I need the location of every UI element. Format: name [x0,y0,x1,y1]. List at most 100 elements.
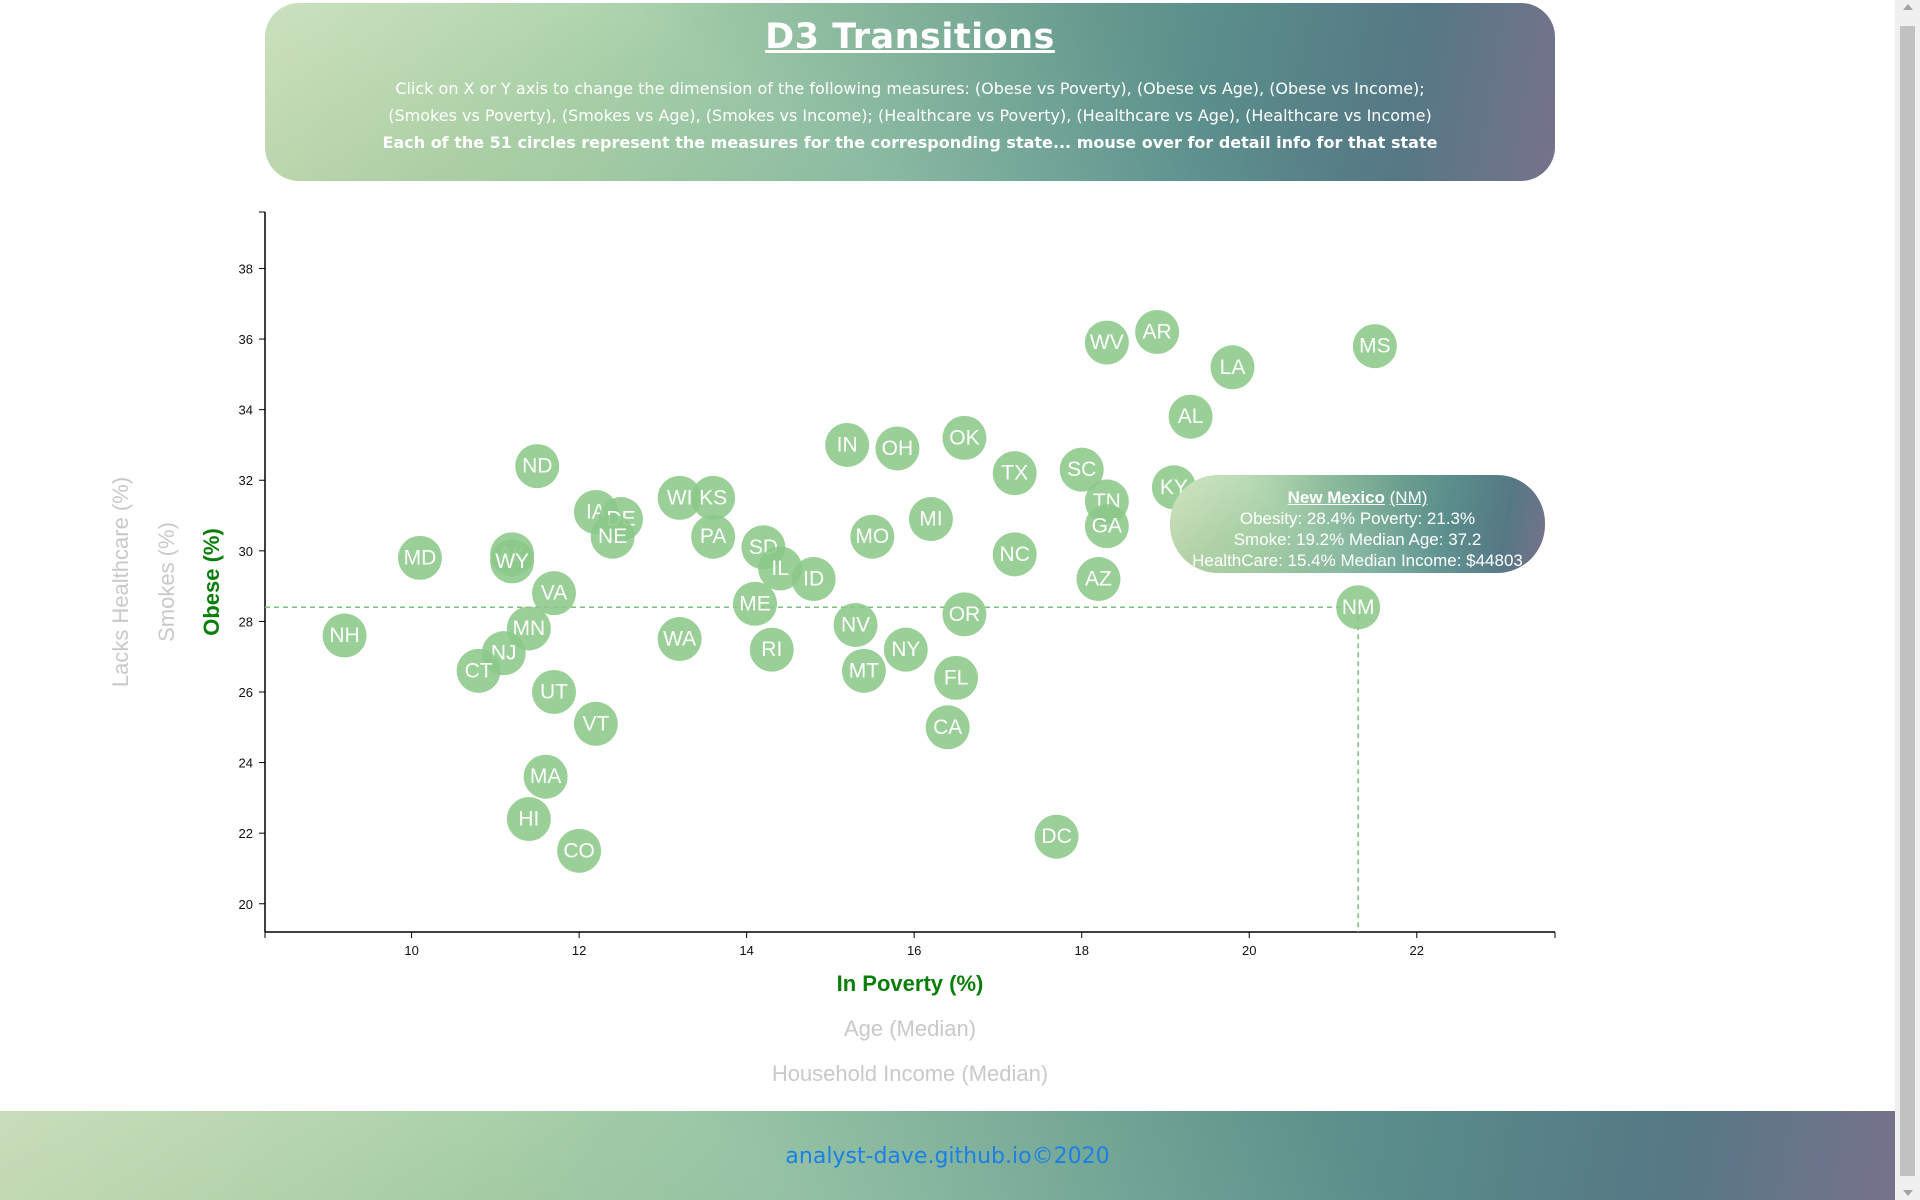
state-point[interactable]: TX [992,451,1037,496]
state-circle[interactable] [531,670,576,714]
state-circle[interactable] [925,705,970,750]
x-axis-label-option[interactable]: In Poverty (%) [837,971,984,996]
state-circle[interactable] [691,475,736,520]
state-circle[interactable] [515,444,560,489]
state-circle[interactable] [523,754,568,799]
state-circle[interactable] [942,415,987,460]
state-point[interactable]: KS [691,475,736,520]
state-circle[interactable] [557,828,602,873]
state-point[interactable]: HI [506,797,551,842]
state-circle[interactable] [749,627,794,672]
y-tick-label: 26 [239,685,253,700]
state-circle[interactable] [506,797,551,842]
footer-credit-link[interactable]: analyst-dave.github.io©2020 [785,1144,1110,1169]
state-point[interactable]: IL [758,546,803,591]
state-circle[interactable] [1168,394,1213,439]
state-point[interactable]: FL [934,655,979,700]
state-circle[interactable] [733,581,778,626]
state-circle[interactable] [657,475,702,520]
state-circle[interactable] [531,571,576,616]
state-point[interactable]: OK [942,415,987,460]
state-point[interactable]: ME [733,581,778,626]
state-circle[interactable] [1084,320,1129,365]
state-point[interactable]: NE [590,514,635,559]
state-point[interactable]: AR [1135,310,1180,354]
state-point[interactable]: ID [791,557,836,602]
state-circle[interactable] [1135,310,1180,354]
state-circle[interactable] [833,602,878,647]
state-point[interactable]: ND [515,444,560,489]
state-point[interactable]: AL [1168,394,1213,439]
state-circle[interactable] [934,655,979,700]
state-circle[interactable] [791,557,836,602]
state-circle[interactable] [1210,345,1255,390]
state-point[interactable]: MA [523,754,568,799]
state-label: OR [949,603,981,626]
state-circle[interactable] [825,422,870,467]
state-circle[interactable] [850,514,895,559]
state-point[interactable]: WI [657,475,702,520]
state-point[interactable]: NC [992,532,1037,577]
state-circle[interactable] [1352,324,1397,369]
state-circle[interactable] [992,532,1037,577]
state-point[interactable]: PA [691,514,736,559]
state-point[interactable]: NV [833,602,878,647]
state-circle[interactable] [456,648,501,693]
state-circle[interactable] [657,617,702,662]
state-circle[interactable] [573,701,618,746]
x-axis-label-option[interactable]: Household Income (Median) [772,1061,1048,1086]
state-circle[interactable] [1059,447,1104,492]
state-point[interactable]: LA [1210,345,1255,390]
state-point[interactable]: AZ [1076,557,1121,602]
state-circle[interactable] [322,613,367,658]
state-circle[interactable] [908,497,953,542]
state-point[interactable]: SC [1059,447,1104,492]
state-point[interactable]: VT [573,701,618,746]
state-point[interactable]: WY [490,539,535,584]
state-circle[interactable] [490,539,535,584]
state-circle[interactable] [1076,557,1121,602]
state-circle[interactable] [758,546,803,591]
state-point[interactable]: RI [749,627,794,672]
state-point[interactable]: DC [1034,814,1079,859]
y-axis-label-option[interactable]: Lacks Healthcare (%) [108,477,133,687]
state-point[interactable]: OR [942,592,987,637]
y-axis-label-option[interactable]: Smokes (%) [154,522,179,642]
state-point[interactable]: GA [1084,504,1129,549]
state-point[interactable]: MO [850,514,895,559]
state-circle[interactable] [1034,814,1079,859]
vertical-scrollbar[interactable] [1895,0,1920,1200]
state-point[interactable]: NM [1336,585,1381,630]
state-point[interactable]: NH [322,613,367,658]
state-circle[interactable] [992,451,1037,496]
state-point[interactable]: OH [875,426,920,471]
scroll-thumb[interactable] [1900,26,1915,1176]
x-axis-label-option[interactable]: Age (Median) [844,1016,976,1041]
state-point[interactable]: IN [825,422,870,467]
state-circle[interactable] [397,535,442,580]
state-point[interactable]: WA [657,617,702,662]
state-point[interactable]: CA [925,705,970,750]
state-point[interactable]: NY [883,627,928,672]
state-point[interactable]: WV [1084,320,1129,365]
state-circle[interactable] [1336,585,1381,630]
state-point[interactable]: MS [1352,324,1397,369]
state-point[interactable]: MI [908,497,953,542]
state-point[interactable]: VA [531,571,576,616]
state-circle[interactable] [590,514,635,559]
state-circle[interactable] [942,592,987,637]
y-axis-label-option[interactable]: Obese (%) [199,528,224,636]
state-circle[interactable] [1084,504,1129,549]
state-point[interactable]: UT [531,670,576,714]
state-circle[interactable] [875,426,920,471]
state-point[interactable]: CT [456,648,501,693]
state-circle[interactable] [691,514,736,559]
description: Click on X or Y axis to change the dimen… [360,75,1460,156]
state-point[interactable]: MD [397,535,442,580]
scroll-up-arrow-icon[interactable] [1903,4,1913,10]
state-point[interactable]: MT [841,648,886,693]
state-circle[interactable] [841,648,886,693]
scroll-down-arrow-icon[interactable] [1903,1190,1913,1196]
state-point[interactable]: CO [557,828,602,873]
state-circle[interactable] [883,627,928,672]
